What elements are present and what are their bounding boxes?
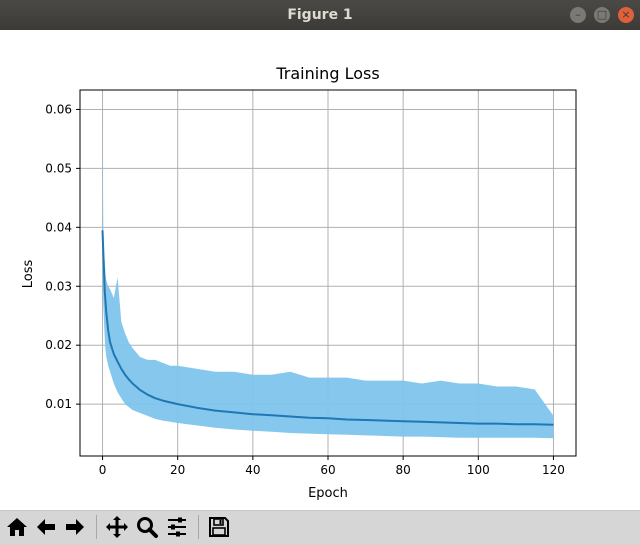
maximize-icon[interactable]: □ — [593, 7, 610, 23]
x-tick-label: 80 — [396, 463, 411, 477]
forward-arrow-icon — [66, 519, 84, 535]
x-axis-ticks: 0 20 40 60 80 100 120 — [99, 456, 565, 477]
x-tick-label: 0 — [99, 463, 107, 477]
y-tick-label: 0.04 — [45, 220, 72, 234]
epoch-mean-line — [101, 230, 554, 426]
pan-button[interactable] — [104, 514, 130, 540]
back-arrow-icon — [37, 519, 55, 535]
window-controls: – □ × — [567, 7, 634, 23]
window-titlebar: Figure 1 – □ × — [0, 0, 640, 30]
x-tick-label: 60 — [320, 463, 335, 477]
save-button[interactable] — [206, 514, 232, 540]
configure-subplots-button[interactable] — [164, 514, 190, 540]
x-tick-label: 120 — [542, 463, 565, 477]
y-tick-label: 0.02 — [45, 338, 72, 352]
minimize-icon[interactable]: – — [569, 7, 586, 23]
zoom-icon — [137, 517, 158, 538]
toolbar-separator — [96, 515, 97, 539]
x-axis-label: Epoch — [308, 486, 348, 501]
figure-canvas: Training Loss 0 20 40 60 80 100 120 0.01 0.02 0.… — [0, 30, 640, 510]
y-tick-label: 0.01 — [45, 397, 72, 411]
zoom-button[interactable] — [134, 514, 160, 540]
save-icon — [209, 517, 229, 537]
y-tick-label: 0.05 — [45, 161, 72, 175]
close-icon[interactable]: × — [618, 7, 634, 23]
window-title: Figure 1 — [287, 7, 353, 23]
loss-chart: Training Loss 0 20 40 60 80 100 120 0.010.020.… — [21, 64, 577, 501]
back-button[interactable] — [33, 514, 59, 540]
grid-lines — [80, 90, 576, 456]
y-tick-label: 0.06 — [45, 102, 72, 116]
navigation-toolbar — [0, 510, 640, 545]
y-axis-label: Loss — [21, 260, 36, 289]
x-tick-label: 40 — [245, 463, 260, 477]
toolbar-separator — [198, 515, 199, 539]
x-tick-label: 100 — [467, 463, 490, 477]
batch-loss-series — [102, 109, 554, 439]
batch-loss-band — [102, 109, 554, 439]
chart-title: Training Loss — [275, 64, 379, 83]
home-button[interactable] — [4, 514, 30, 540]
configure-subplots-icon — [168, 517, 186, 537]
epoch-mean-series — [101, 230, 554, 426]
y-tick-label: 0.03 — [45, 279, 72, 293]
x-tick-label: 20 — [170, 463, 185, 477]
y-axis-ticks: 0.01 0.02 0.03 0.04 0.05 0.06 — [45, 102, 80, 411]
home-icon — [7, 518, 27, 536]
pan-icon — [106, 516, 128, 538]
forward-button[interactable] — [62, 514, 88, 540]
